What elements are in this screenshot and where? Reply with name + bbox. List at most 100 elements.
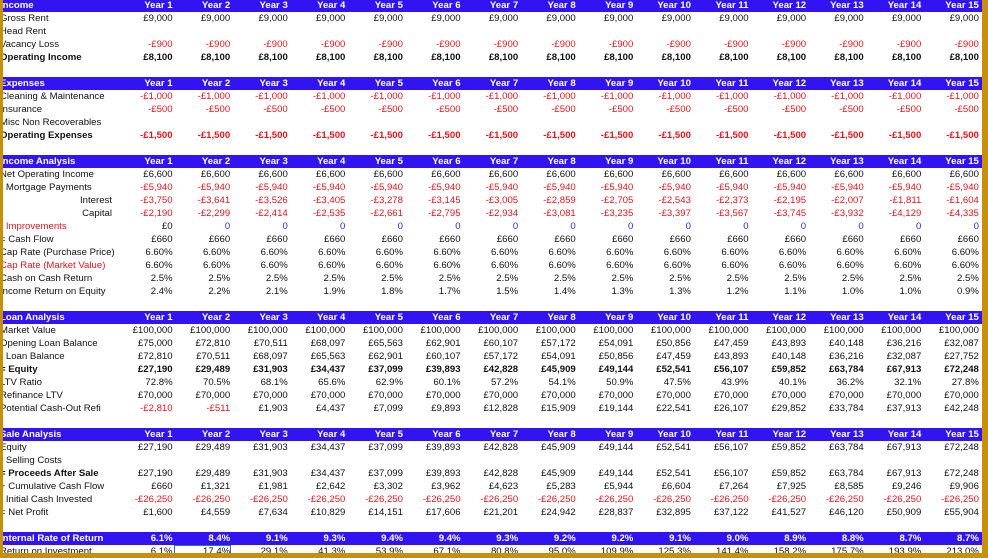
cell-year-14[interactable]: 193.9% xyxy=(888,546,922,557)
cell-year-7[interactable]: 2.5% xyxy=(496,273,519,284)
cell-year-10[interactable] xyxy=(634,116,692,129)
cell-year-7[interactable]: 80.8% xyxy=(490,546,519,557)
cell-year-4[interactable]: 41.3% xyxy=(318,546,346,557)
cell-year-10[interactable]: £52,541 xyxy=(656,442,691,453)
cell-year-6[interactable]: -£900 xyxy=(436,39,461,50)
cell-year-4[interactable]: £2,642 xyxy=(316,481,346,492)
cell-year-3[interactable]: £70,511 xyxy=(253,338,288,349)
cell-year-7[interactable]: £60,107 xyxy=(483,338,519,349)
cell-year-3[interactable]: -£900 xyxy=(263,39,288,50)
cell-year-5[interactable]: -£1,500 xyxy=(370,130,403,141)
cell-year-1[interactable]: -£2,190 xyxy=(140,208,173,219)
cell-year-8[interactable]: £6,600 xyxy=(546,169,576,180)
cell-year-10[interactable]: £660 xyxy=(669,234,691,245)
year-header[interactable]: Year 14 xyxy=(887,429,922,440)
year-header[interactable]: Year 3 xyxy=(259,156,288,167)
cell-year-6[interactable] xyxy=(404,454,462,467)
cell-year-9[interactable]: -£500 xyxy=(608,104,634,115)
year-header[interactable]: Year 15 xyxy=(945,78,979,89)
cell-year-3[interactable]: 0 xyxy=(282,221,288,232)
year-header[interactable]: Year 15 xyxy=(945,312,979,323)
cell-year-8[interactable]: £9,000 xyxy=(546,13,576,24)
cell-year-5[interactable]: £14,151 xyxy=(368,507,403,518)
cell-year-9[interactable]: £54,091 xyxy=(598,338,634,349)
cell-year-6[interactable]: -£5,940 xyxy=(428,182,461,193)
cell-year-2[interactable] xyxy=(174,25,232,38)
year-header[interactable]: Year 13 xyxy=(830,429,864,440)
cell-year-11[interactable]: 43.9% xyxy=(721,377,749,388)
cell-year-8[interactable]: -£26,250 xyxy=(537,494,576,505)
year-header[interactable]: Year 5 xyxy=(374,0,403,11)
cell-year-8[interactable] xyxy=(519,116,577,129)
cell-year-12[interactable]: £7,925 xyxy=(776,481,807,492)
cell-year-7[interactable] xyxy=(462,25,520,38)
year-header[interactable]: Year 11 xyxy=(715,78,749,89)
cell-year-8[interactable]: 54.1% xyxy=(548,377,576,388)
cell-year-12[interactable]: £41,527 xyxy=(771,507,807,518)
cell-year-7[interactable]: -£500 xyxy=(493,104,519,115)
cell-year-14[interactable]: -£1,000 xyxy=(888,91,922,102)
cell-year-14[interactable]: £50,909 xyxy=(886,507,922,518)
cell-year-1[interactable]: 2.4% xyxy=(150,286,173,297)
cell-year-2[interactable]: £4,559 xyxy=(200,507,231,518)
cell-year-6[interactable]: 2.5% xyxy=(438,273,461,284)
cell-year-1[interactable]: -£5,940 xyxy=(140,182,173,193)
cell-year-2[interactable]: -£26,250 xyxy=(192,494,231,505)
cell-year-12[interactable]: £59,852 xyxy=(771,468,807,479)
cell-year-15[interactable]: £70,000 xyxy=(944,390,979,401)
cell-year-2[interactable]: 6.60% xyxy=(202,260,231,271)
cell-year-9[interactable]: £5,944 xyxy=(604,481,634,492)
cell-year-1[interactable]: -£2,810 xyxy=(140,403,173,414)
cell-year-10[interactable]: £6,604 xyxy=(661,481,691,492)
cell-year-14[interactable]: 2.5% xyxy=(899,273,922,284)
year-header[interactable]: Year 7 xyxy=(489,156,519,167)
cell-year-6[interactable]: 6.60% xyxy=(433,247,461,258)
cell-year-15[interactable]: £32,087 xyxy=(944,338,979,349)
cell-year-14[interactable]: 0 xyxy=(915,221,922,232)
cell-year-6[interactable]: £3,962 xyxy=(431,481,461,492)
cell-year-13[interactable]: £6,600 xyxy=(834,169,864,180)
cell-year-10[interactable]: -£500 xyxy=(666,104,691,115)
cell-year-14[interactable]: -£26,250 xyxy=(883,494,922,505)
cell-year-2[interactable]: £8,100 xyxy=(200,52,231,63)
cell-year-15[interactable]: £42,248 xyxy=(944,403,979,414)
cell-year-1[interactable]: 6.60% xyxy=(145,260,173,271)
cell-year-5[interactable]: £3,302 xyxy=(373,481,403,492)
cell-year-2[interactable] xyxy=(174,454,232,467)
cell-year-15[interactable]: 0.9% xyxy=(957,286,979,297)
cell-year-9[interactable]: £660 xyxy=(612,234,634,245)
cell-year-9[interactable]: 6.60% xyxy=(606,247,634,258)
cell-year-4[interactable]: £34,437 xyxy=(310,364,346,375)
cell-year-8[interactable]: -£900 xyxy=(551,39,576,50)
cell-year-3[interactable]: £68,097 xyxy=(253,351,288,362)
cell-year-2[interactable]: £9,000 xyxy=(200,13,231,24)
cell-year-14[interactable]: -£500 xyxy=(896,104,922,115)
cell-year-11[interactable]: -£1,500 xyxy=(715,130,749,141)
cell-year-11[interactable]: -£1,000 xyxy=(715,91,749,102)
year-header[interactable]: Year 12 xyxy=(772,156,807,167)
cell-year-6[interactable] xyxy=(404,25,462,38)
year-header[interactable]: Year 7 xyxy=(489,312,519,323)
year-header[interactable]: Year 4 xyxy=(317,156,346,167)
year-header[interactable]: Year 4 xyxy=(317,429,346,440)
year-header[interactable]: Year 11 xyxy=(715,0,749,11)
cell-year-5[interactable]: -£2,661 xyxy=(370,208,403,219)
cell-year-14[interactable]: 6.60% xyxy=(894,247,922,258)
cell-year-12[interactable]: £43,893 xyxy=(771,338,807,349)
year-header[interactable]: Year 4 xyxy=(317,78,346,89)
year-header[interactable]: Year 2 xyxy=(201,429,231,440)
cell-year-11[interactable]: 141.4% xyxy=(715,546,749,557)
cell-year-4[interactable]: £9,000 xyxy=(316,13,346,24)
cell-year-5[interactable]: 9.4% xyxy=(381,533,403,544)
year-header[interactable]: Year 5 xyxy=(374,156,403,167)
cell-year-10[interactable]: -£900 xyxy=(666,39,691,50)
cell-year-1[interactable]: £70,000 xyxy=(137,390,173,401)
cell-year-8[interactable]: -£5,940 xyxy=(543,182,576,193)
cell-year-5[interactable]: 2.5% xyxy=(381,273,403,284)
year-header[interactable]: Year 4 xyxy=(317,312,346,323)
cell-year-15[interactable]: 2.5% xyxy=(957,273,979,284)
cell-year-15[interactable]: -£1,000 xyxy=(946,91,979,102)
cell-year-8[interactable]: 95.0% xyxy=(548,546,576,557)
year-header[interactable]: Year 14 xyxy=(887,0,922,11)
cell-year-14[interactable]: £100,000 xyxy=(881,325,922,336)
